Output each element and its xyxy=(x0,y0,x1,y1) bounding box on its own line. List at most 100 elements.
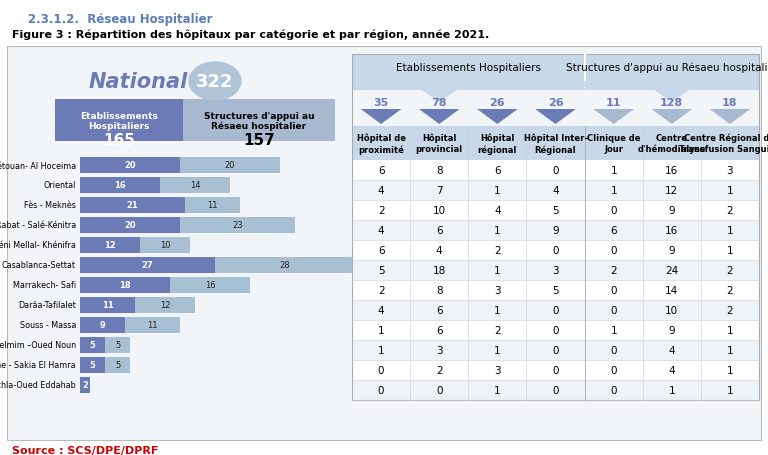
Text: 1: 1 xyxy=(494,345,501,355)
Bar xyxy=(352,340,759,360)
Text: Rabat - Salé-Kénitra: Rabat - Salé-Kénitra xyxy=(0,221,76,230)
Text: 2: 2 xyxy=(727,305,733,315)
Text: 11: 11 xyxy=(101,301,114,310)
Text: 3: 3 xyxy=(494,285,501,295)
Bar xyxy=(180,217,295,233)
Text: 2.3.1.2.  Réseau Hospitalier: 2.3.1.2. Réseau Hospitalier xyxy=(28,13,213,26)
Text: 5: 5 xyxy=(90,341,95,350)
Bar xyxy=(80,258,215,273)
Text: 12: 12 xyxy=(665,186,678,196)
Text: 6: 6 xyxy=(494,166,501,176)
Text: 26: 26 xyxy=(489,98,505,108)
Text: Darâa-Tafilalet: Darâa-Tafilalet xyxy=(18,301,76,310)
Text: 27: 27 xyxy=(141,261,154,270)
Text: 0: 0 xyxy=(552,365,559,375)
Bar xyxy=(352,300,759,320)
Text: 4: 4 xyxy=(552,186,559,196)
Text: 1: 1 xyxy=(727,245,733,255)
Text: Oriental: Oriental xyxy=(44,181,76,190)
Bar xyxy=(352,260,759,280)
Text: Centre
d'hémodialyse: Centre d'hémodialyse xyxy=(637,133,706,154)
Text: 1: 1 xyxy=(494,385,501,395)
Bar xyxy=(80,357,105,373)
Text: Fès - Meknès: Fès - Meknès xyxy=(24,201,76,210)
Text: 1: 1 xyxy=(611,325,617,335)
Text: Etablissements Hospitaliers: Etablissements Hospitaliers xyxy=(396,63,541,73)
Text: 6: 6 xyxy=(378,166,384,176)
Polygon shape xyxy=(710,110,750,125)
Text: 20: 20 xyxy=(124,221,136,230)
Text: Structures d'appui au: Structures d'appui au xyxy=(204,112,314,121)
Text: 1: 1 xyxy=(494,226,501,236)
Bar xyxy=(183,100,335,142)
Text: 9: 9 xyxy=(552,226,559,236)
Ellipse shape xyxy=(189,63,241,101)
Text: Figure 3 : Répartition des hôpitaux par catégorie et par région, année 2021.: Figure 3 : Répartition des hôpitaux par … xyxy=(12,30,489,40)
Text: 1: 1 xyxy=(494,186,501,196)
Bar xyxy=(135,298,195,313)
Text: 0: 0 xyxy=(611,305,617,315)
Text: 10: 10 xyxy=(665,305,678,315)
Text: 0: 0 xyxy=(611,285,617,295)
Text: 16: 16 xyxy=(114,181,126,190)
Polygon shape xyxy=(477,110,518,125)
Text: 3: 3 xyxy=(727,166,733,176)
Text: 157: 157 xyxy=(243,133,275,148)
Text: 0: 0 xyxy=(552,305,559,315)
Text: 6: 6 xyxy=(436,305,442,315)
Text: 0: 0 xyxy=(552,245,559,255)
Text: 11: 11 xyxy=(147,321,157,330)
Text: Béni Mellal- Khénifra: Béni Mellal- Khénifra xyxy=(0,241,76,250)
Bar xyxy=(170,278,250,293)
Bar xyxy=(55,100,183,142)
Bar xyxy=(105,357,130,373)
Text: 0: 0 xyxy=(378,365,384,375)
Bar xyxy=(80,377,90,393)
Text: 18: 18 xyxy=(722,98,738,108)
Text: 2: 2 xyxy=(436,365,442,375)
Text: 2: 2 xyxy=(494,325,501,335)
Bar xyxy=(352,127,759,161)
Bar xyxy=(352,320,759,340)
Text: 24: 24 xyxy=(665,265,678,275)
Text: 0: 0 xyxy=(552,166,559,176)
Text: 16: 16 xyxy=(205,281,215,290)
Text: 4: 4 xyxy=(378,226,384,236)
Text: 0: 0 xyxy=(611,206,617,216)
Text: 9: 9 xyxy=(100,321,105,330)
Bar xyxy=(80,298,135,313)
Bar xyxy=(80,217,180,233)
Bar xyxy=(215,258,355,273)
Text: 0: 0 xyxy=(552,325,559,335)
Text: 14: 14 xyxy=(190,181,200,190)
Bar xyxy=(352,241,759,260)
Text: 9: 9 xyxy=(668,206,675,216)
Polygon shape xyxy=(361,110,402,125)
Text: 4: 4 xyxy=(494,206,501,216)
Text: 20: 20 xyxy=(124,161,136,170)
Text: 0: 0 xyxy=(378,385,384,395)
Polygon shape xyxy=(594,110,634,125)
Bar xyxy=(80,157,180,174)
Text: 16: 16 xyxy=(665,226,678,236)
Text: 2: 2 xyxy=(82,381,88,389)
Text: Hôpital
provincial: Hôpital provincial xyxy=(415,133,463,154)
Text: 0: 0 xyxy=(611,245,617,255)
Bar xyxy=(352,181,759,201)
Text: Casablanca-Settat: Casablanca-Settat xyxy=(2,261,76,270)
Text: Clinique de
Jour: Clinique de Jour xyxy=(587,134,641,154)
Text: 2: 2 xyxy=(727,285,733,295)
Text: 4: 4 xyxy=(378,186,384,196)
Text: 128: 128 xyxy=(660,98,684,108)
Text: 1: 1 xyxy=(611,166,617,176)
Bar xyxy=(352,201,759,221)
Text: 5: 5 xyxy=(115,341,120,350)
Text: 20: 20 xyxy=(225,161,235,170)
Text: 2: 2 xyxy=(611,265,617,275)
Bar xyxy=(180,157,280,174)
Text: 16: 16 xyxy=(665,166,678,176)
Text: 0: 0 xyxy=(552,385,559,395)
Polygon shape xyxy=(352,81,584,103)
Bar xyxy=(140,238,190,253)
Bar xyxy=(352,221,759,241)
